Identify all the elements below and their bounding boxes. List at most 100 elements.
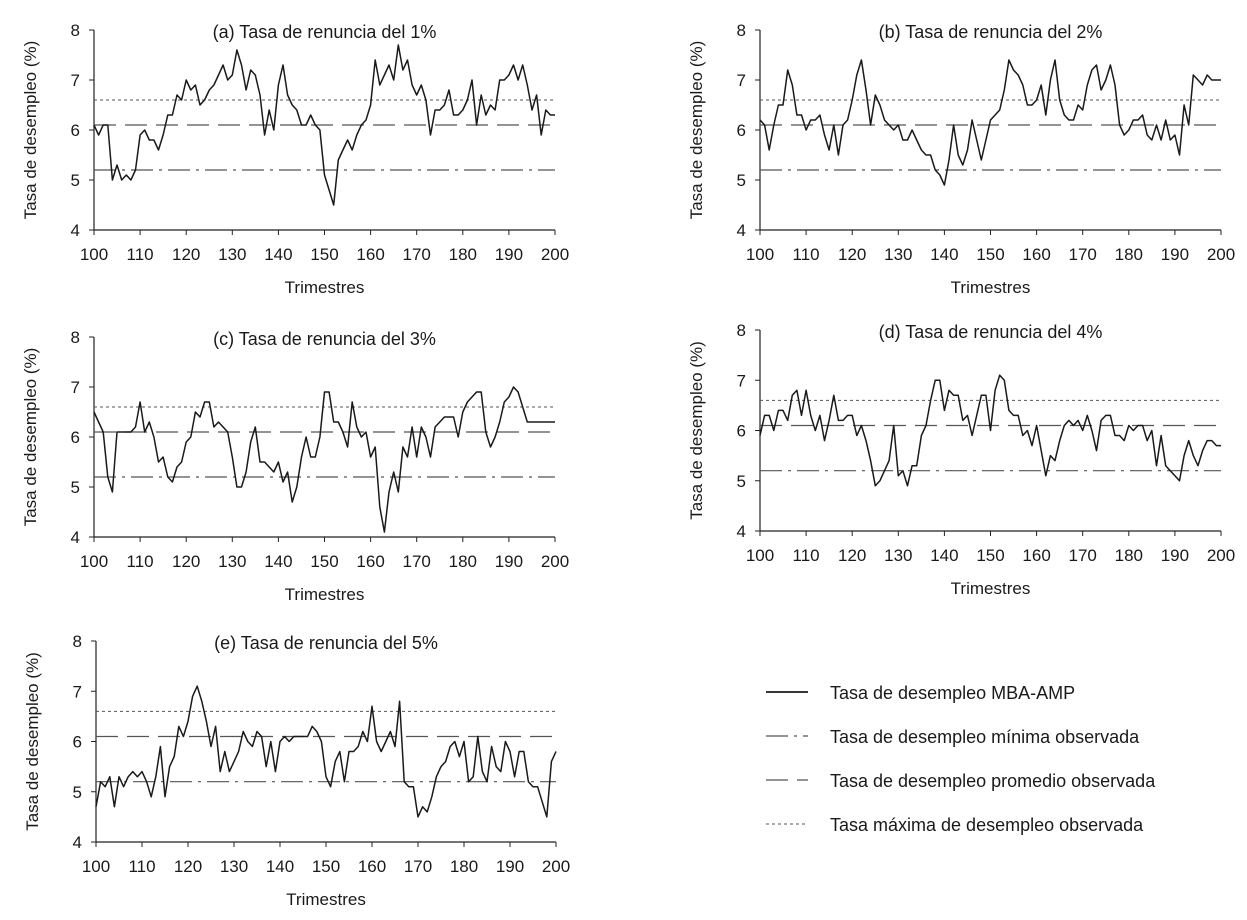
y-axis-title: Tasa de desempleo (%) <box>21 41 40 220</box>
x-tick-label: 130 <box>884 546 912 565</box>
chart-panel-a: 4 5 6 7 8 100 110 120 130 140 150 160 170 180 190 200 (a… <box>21 21 569 297</box>
y-tick-label: 4 <box>71 221 80 240</box>
x-tick-label: 180 <box>449 245 477 264</box>
y-tick-label: 8 <box>737 21 746 40</box>
y-tick-label: 6 <box>71 428 80 447</box>
x-tick-label: 180 <box>1115 546 1143 565</box>
x-tick-label: 150 <box>976 245 1004 264</box>
x-tick-label: 200 <box>1207 245 1235 264</box>
x-tick-label: 140 <box>266 857 294 876</box>
x-tick-label: 120 <box>838 245 866 264</box>
y-axis-title: Tasa de desempleo (%) <box>23 652 42 831</box>
x-tick-label: 150 <box>976 546 1004 565</box>
y-axis-title: Tasa de desempleo (%) <box>687 41 706 220</box>
x-tick-label: 160 <box>358 857 386 876</box>
x-tick-label: 100 <box>80 552 108 571</box>
x-tick-label: 200 <box>1207 546 1235 565</box>
legend-label-max: Tasa máxima de desempleo observada <box>830 815 1144 835</box>
x-tick-label: 170 <box>403 552 431 571</box>
x-tick-label: 110 <box>128 857 155 876</box>
x-tick-label: 110 <box>127 552 154 571</box>
y-tick-label: 8 <box>73 632 82 651</box>
panel-title: (e) Tasa de renuncia del 5% <box>214 633 438 653</box>
x-tick-label: 100 <box>746 546 774 565</box>
x-axis-title: Trimestres <box>285 278 365 297</box>
x-tick-label: 100 <box>746 245 774 264</box>
x-tick-label: 150 <box>310 552 338 571</box>
x-tick-label: 120 <box>172 552 200 571</box>
x-tick-label: 200 <box>541 552 569 571</box>
panel-title: (a) Tasa de renuncia del 1% <box>213 22 437 42</box>
x-tick-label: 140 <box>264 552 292 571</box>
x-tick-label: 160 <box>356 245 384 264</box>
x-tick-label: 100 <box>80 245 108 264</box>
y-tick-label: 4 <box>73 833 82 852</box>
x-tick-label: 140 <box>930 546 958 565</box>
x-axis-title: Trimestres <box>285 585 365 604</box>
x-tick-label: 160 <box>1022 245 1050 264</box>
x-tick-label: 180 <box>1115 245 1143 264</box>
y-tick-label: 6 <box>73 733 82 752</box>
y-tick-label: 8 <box>737 321 746 340</box>
y-tick-label: 8 <box>71 328 80 347</box>
x-tick-label: 160 <box>356 552 384 571</box>
x-tick-label: 130 <box>220 857 248 876</box>
x-tick-label: 150 <box>310 245 338 264</box>
x-tick-label: 180 <box>450 857 478 876</box>
y-tick-label: 4 <box>71 528 80 547</box>
x-tick-label: 110 <box>793 546 820 565</box>
x-tick-label: 170 <box>1069 546 1097 565</box>
x-axis-title: Trimestres <box>951 579 1031 598</box>
panel-title: (c) Tasa de renuncia del 3% <box>213 329 436 349</box>
series-line-mba <box>93 386 555 533</box>
legend-label-mba: Tasa de desempleo MBA-AMP <box>830 683 1075 703</box>
series-line-mba <box>93 44 555 206</box>
x-tick-label: 110 <box>793 245 820 264</box>
x-tick-label: 190 <box>1161 546 1189 565</box>
x-tick-label: 190 <box>495 552 523 571</box>
y-tick-label: 5 <box>73 783 82 802</box>
x-tick-label: 130 <box>884 245 912 264</box>
chart-panel-c: 4 5 6 7 8 100 110 120 130 140 150 160 170 180 190 200 (c… <box>21 328 569 604</box>
chart-panel-d: 4 5 6 7 8 100 110 120 130 140 150 160 170 180 190 200 (d… <box>687 321 1235 598</box>
y-tick-label: 5 <box>737 472 746 491</box>
x-axis-title: Trimestres <box>286 890 366 909</box>
y-tick-label: 4 <box>737 522 746 541</box>
panel-title: (d) Tasa de renuncia del 4% <box>879 322 1103 342</box>
x-tick-label: 190 <box>495 245 523 264</box>
legend-label-avg: Tasa de desempleo promedio observada <box>830 771 1156 791</box>
y-tick-label: 6 <box>737 121 746 140</box>
x-tick-label: 120 <box>172 245 200 264</box>
x-axis-title: Trimestres <box>951 278 1031 297</box>
series-line-mba <box>759 374 1221 487</box>
y-tick-label: 4 <box>737 221 746 240</box>
y-tick-label: 5 <box>71 171 80 190</box>
legend: Tasa de desempleo MBA-AMP Tasa de desempl… <box>766 683 1156 835</box>
y-tick-label: 7 <box>71 71 80 90</box>
panel-title: (b) Tasa de renuncia del 2% <box>879 22 1103 42</box>
x-tick-label: 130 <box>218 245 246 264</box>
y-tick-label: 7 <box>73 682 82 701</box>
y-tick-label: 6 <box>737 422 746 441</box>
y-tick-label: 7 <box>71 378 80 397</box>
y-tick-label: 5 <box>737 171 746 190</box>
x-tick-label: 150 <box>312 857 340 876</box>
x-tick-label: 120 <box>174 857 202 876</box>
y-tick-label: 8 <box>71 21 80 40</box>
x-tick-label: 190 <box>496 857 524 876</box>
x-tick-label: 170 <box>404 857 432 876</box>
x-tick-label: 140 <box>930 245 958 264</box>
x-tick-label: 190 <box>1161 245 1189 264</box>
x-tick-label: 160 <box>1022 546 1050 565</box>
y-tick-label: 7 <box>737 371 746 390</box>
y-tick-label: 7 <box>737 71 746 90</box>
series-line-mba <box>95 685 557 818</box>
x-tick-label: 170 <box>1069 245 1097 264</box>
x-tick-label: 100 <box>82 857 110 876</box>
x-tick-label: 200 <box>541 245 569 264</box>
x-tick-label: 120 <box>838 546 866 565</box>
chart-panel-e: 4 5 6 7 8 100 110 120 130 140 150 160 170 180 190 200 (e… <box>23 632 570 909</box>
x-tick-label: 200 <box>542 857 570 876</box>
x-tick-label: 140 <box>264 245 292 264</box>
